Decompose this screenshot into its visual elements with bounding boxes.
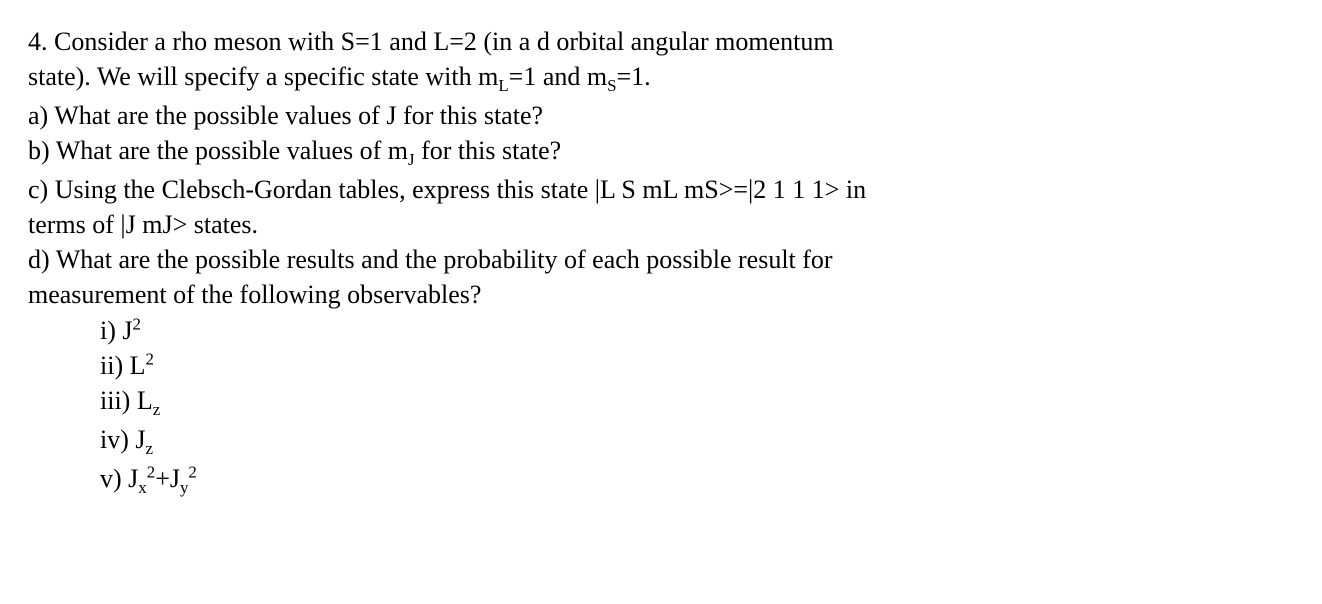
- problem-intro-line1: 4. Consider a rho meson with S=1 and L=2…: [28, 24, 1294, 59]
- subpart-ii: ii) L2: [100, 348, 1294, 383]
- part-d-text2: measurement of the following observables…: [28, 280, 481, 309]
- subpart-iv-pre: iv) J: [100, 425, 146, 454]
- part-b-post: for this state?: [415, 136, 562, 165]
- subscript-S: S: [607, 76, 616, 95]
- subpart-i-sup: 2: [133, 314, 141, 333]
- subpart-i-pre: i) J: [100, 316, 133, 345]
- subpart-iii-pre: iii) L: [100, 386, 153, 415]
- part-b-pre: b) What are the possible values of m: [28, 136, 408, 165]
- subpart-v-pre: v) J: [100, 464, 138, 493]
- subscript-L: L: [498, 76, 508, 95]
- subpart-ii-sup: 2: [146, 349, 154, 368]
- part-d-line2: measurement of the following observables…: [28, 277, 1294, 312]
- intro-text-1: Consider a rho meson with S=1 and L=2 (i…: [54, 27, 834, 56]
- intro-text-2b: =1 and m: [509, 62, 607, 91]
- problem-number: 4.: [28, 27, 48, 56]
- part-c-text2: terms of |J mJ> states.: [28, 210, 258, 239]
- subpart-v-sup1: 2: [147, 462, 155, 481]
- subpart-v-mid: +J: [155, 464, 180, 493]
- part-c-line2: terms of |J mJ> states.: [28, 207, 1294, 242]
- subscript-J: J: [408, 150, 415, 169]
- subpart-iii: iii) Lz: [100, 383, 1294, 422]
- part-c-text1: c) Using the Clebsch-Gordan tables, expr…: [28, 175, 866, 204]
- problem-intro-line2: state). We will specify a specific state…: [28, 59, 1294, 98]
- part-d-text1: d) What are the possible results and the…: [28, 245, 833, 274]
- part-d-line1: d) What are the possible results and the…: [28, 242, 1294, 277]
- subpart-ii-pre: ii) L: [100, 351, 146, 380]
- subpart-i: i) J2: [100, 313, 1294, 348]
- part-a-text: a) What are the possible values of J for…: [28, 101, 543, 130]
- intro-text-2a: state). We will specify a specific state…: [28, 62, 498, 91]
- part-a: a) What are the possible values of J for…: [28, 98, 1294, 133]
- part-b: b) What are the possible values of mJ fo…: [28, 133, 1294, 172]
- subpart-iii-sub: z: [153, 400, 161, 419]
- intro-text-2c: =1.: [617, 62, 651, 91]
- subpart-iv: iv) Jz: [100, 422, 1294, 461]
- part-c-line1: c) Using the Clebsch-Gordan tables, expr…: [28, 172, 1294, 207]
- subpart-v-sup2: 2: [188, 462, 196, 481]
- subpart-v-sub1: x: [138, 478, 146, 497]
- subpart-v: v) Jx2+Jy2: [100, 461, 1294, 500]
- subpart-iv-sub: z: [146, 439, 154, 458]
